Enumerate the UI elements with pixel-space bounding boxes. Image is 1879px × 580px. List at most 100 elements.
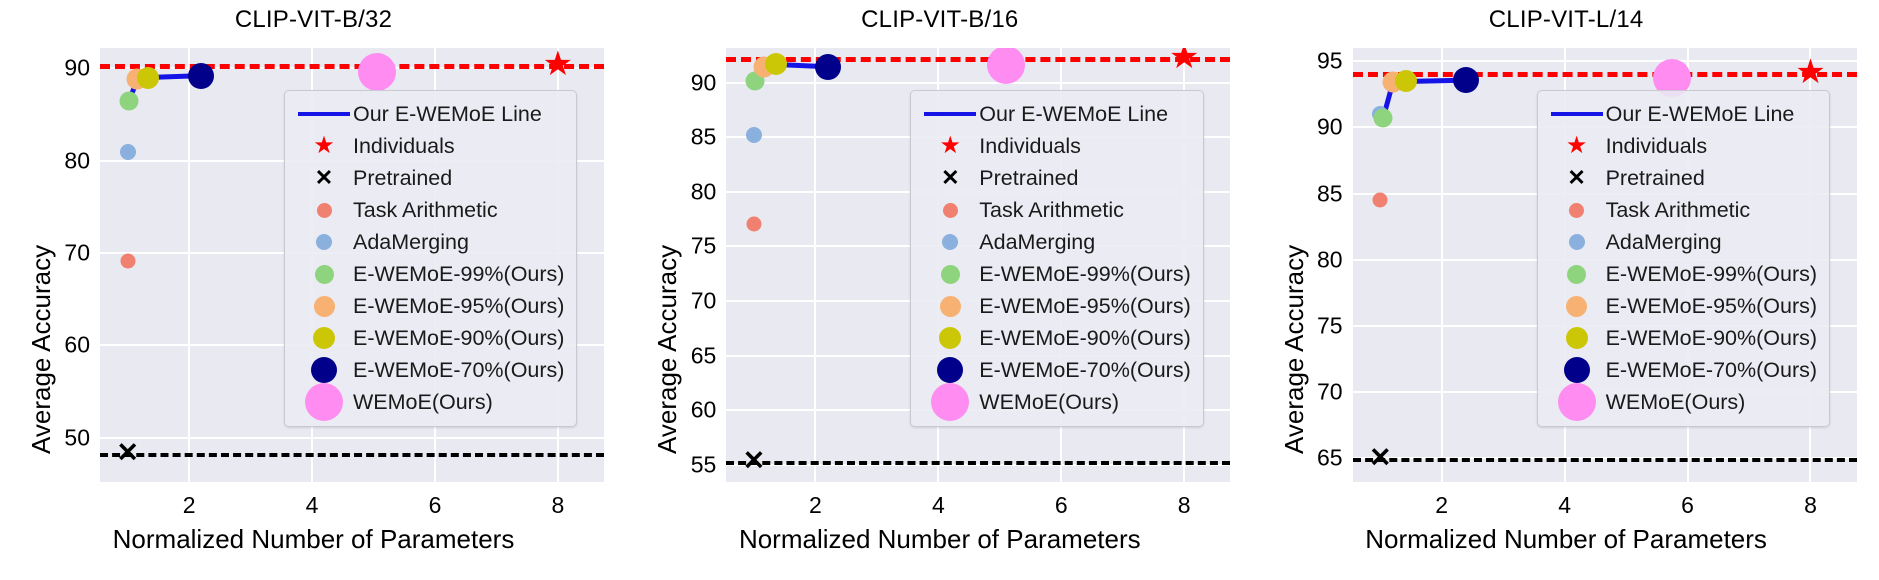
legend-line-swatch xyxy=(1550,112,1603,116)
gridline-horizontal xyxy=(100,436,604,439)
legend-label: E-WEMoE-99%(Ours) xyxy=(353,261,565,286)
x-tick-label: 6 xyxy=(1681,492,1694,518)
legend-dot-swatch xyxy=(942,234,959,250)
y-tick-label: 55 xyxy=(690,451,717,478)
legend-symbol xyxy=(1548,264,1606,284)
y-axis-label: Average Accuracy xyxy=(652,244,683,454)
pretrained-x-marker: ✕ xyxy=(1368,442,1392,473)
legend-label: Pretrained xyxy=(353,165,453,190)
legend-label: Our E-WEMoE Line xyxy=(353,101,542,126)
y-tick-label: 65 xyxy=(690,342,717,368)
legend-label: AdaMerging xyxy=(979,229,1096,254)
legend-item: ✕ Pretrained xyxy=(1548,162,1817,194)
legend-item: ✕ Pretrained xyxy=(921,162,1190,194)
legend-item: E-WEMoE-90%(Ours) xyxy=(1548,322,1817,354)
legend-symbol xyxy=(921,112,979,116)
legend-item: Task Arithmetic xyxy=(921,194,1190,226)
legend-dot-swatch xyxy=(1565,327,1588,349)
legend-item: E-WEMoE-70%(Ours) xyxy=(295,354,564,386)
legend-symbol xyxy=(1548,383,1606,421)
legend-dot-swatch xyxy=(313,295,335,317)
individuals-reference-line xyxy=(100,63,604,69)
panel-title: CLIP-VIT-B/32 xyxy=(234,6,393,33)
y-axis-label: Average Accuracy xyxy=(1278,244,1309,454)
legend-dot-swatch xyxy=(314,264,334,284)
y-tick-label: 75 xyxy=(1317,312,1343,339)
legend-item: Task Arithmetic xyxy=(295,194,564,226)
legend-label: Individuals xyxy=(979,133,1081,158)
legend-item: E-WEMoE-99%(Ours) xyxy=(295,258,564,290)
legend-line-swatch xyxy=(298,112,350,116)
legend-item: E-WEMoE-70%(Ours) xyxy=(921,354,1191,386)
cross-icon: ✕ xyxy=(314,165,334,190)
legend-label: AdaMerging xyxy=(1605,229,1722,254)
legend-symbol xyxy=(295,234,353,250)
pretrained-reference-line xyxy=(726,461,1231,466)
legend-item: E-WEMoE-90%(Ours) xyxy=(921,322,1191,354)
legend-item: AdaMerging xyxy=(1548,226,1817,258)
legend-item: E-WEMoE-70%(Ours) xyxy=(1548,354,1817,386)
legend-symbol xyxy=(295,112,353,116)
gridline-vertical xyxy=(1440,48,1443,482)
point-e-wemoe-70-ours xyxy=(814,53,841,80)
point-e-wemoe-70-ours xyxy=(1453,66,1480,93)
legend-label: E-WEMoE-95%(Ours) xyxy=(1605,293,1818,318)
legend-dot-swatch xyxy=(313,327,335,349)
legend-dot-swatch xyxy=(931,383,970,421)
legend-dot-swatch xyxy=(940,264,960,284)
y-tick-label: 80 xyxy=(64,147,90,174)
y-axis-label: Average Accuracy xyxy=(26,244,56,454)
legend-item: ★ Individuals xyxy=(295,130,564,162)
panel-title: CLIP-VIT-L/14 xyxy=(1488,6,1644,33)
legend-label: WEMoE(Ours) xyxy=(353,389,493,414)
legend-label: Pretrained xyxy=(979,165,1079,190)
point-e-wemoe-99-ours xyxy=(119,91,139,111)
y-tick-label: 65 xyxy=(1317,444,1343,471)
y-tick-label: 90 xyxy=(690,69,717,96)
individuals-star-marker: ★ xyxy=(1168,48,1200,76)
point-e-wemoe-99-ours xyxy=(1373,108,1393,128)
y-tick-label: 85 xyxy=(690,123,717,150)
individuals-star-marker: ★ xyxy=(542,48,574,83)
legend-item: WEMoE(Ours) xyxy=(921,383,1190,421)
legend-dot-swatch xyxy=(937,357,964,383)
legend-symbol xyxy=(295,383,353,421)
legend-item: Our E-WEMoE Line xyxy=(295,98,564,130)
legend-item: AdaMerging xyxy=(295,226,564,258)
y-tick-label: 70 xyxy=(1317,378,1343,405)
x-axis-label: Normalized Number of Parameters xyxy=(738,524,1141,554)
chart-panel-3: CLIP-VIT-L/14 ★ ✕ 65 70 75 80 85 90 95 2 4 6 8 Normali… xyxy=(1253,0,1879,580)
star-icon: ★ xyxy=(1565,132,1588,159)
point-e-wemoe-90-ours xyxy=(136,66,159,89)
x-tick-label: 6 xyxy=(428,492,442,518)
point-wemoe-ours xyxy=(986,48,1025,85)
legend-symbol xyxy=(295,327,353,349)
legend-dot-swatch xyxy=(1567,264,1587,284)
x-tick-label: 8 xyxy=(1804,492,1817,518)
legend-symbol: ✕ xyxy=(295,167,353,189)
panel-title: CLIP-VIT-B/16 xyxy=(861,6,1019,33)
x-tick-label: 6 xyxy=(1054,492,1068,518)
legend-item: E-WEMoE-95%(Ours) xyxy=(1548,290,1817,322)
legend-item: WEMoE(Ours) xyxy=(295,383,564,421)
legend-dot-swatch xyxy=(316,234,332,250)
legend-label: Individuals xyxy=(353,133,455,158)
y-tick-label: 95 xyxy=(1317,47,1343,74)
legend-symbol xyxy=(1548,295,1606,317)
legend-item: Our E-WEMoE Line xyxy=(1548,98,1817,130)
legend-item: WEMoE(Ours) xyxy=(1548,383,1817,421)
legend-symbol xyxy=(921,234,979,250)
legend-item: E-WEMoE-90%(Ours) xyxy=(295,322,564,354)
legend-symbol: ★ xyxy=(1548,134,1606,158)
legend-symbol xyxy=(921,295,979,317)
legend-symbol: ★ xyxy=(921,134,979,158)
legend-item: Our E-WEMoE Line xyxy=(921,98,1190,130)
legend-symbol xyxy=(1548,327,1606,349)
legend-label: E-WEMoE-90%(Ours) xyxy=(979,325,1191,350)
pretrained-x-marker: ✕ xyxy=(116,437,139,468)
legend-dot-swatch xyxy=(1557,383,1596,421)
gridline-vertical xyxy=(188,48,191,482)
y-tick-label: 80 xyxy=(690,178,717,205)
pretrained-x-marker: ✕ xyxy=(742,445,766,476)
star-icon: ★ xyxy=(313,132,335,159)
